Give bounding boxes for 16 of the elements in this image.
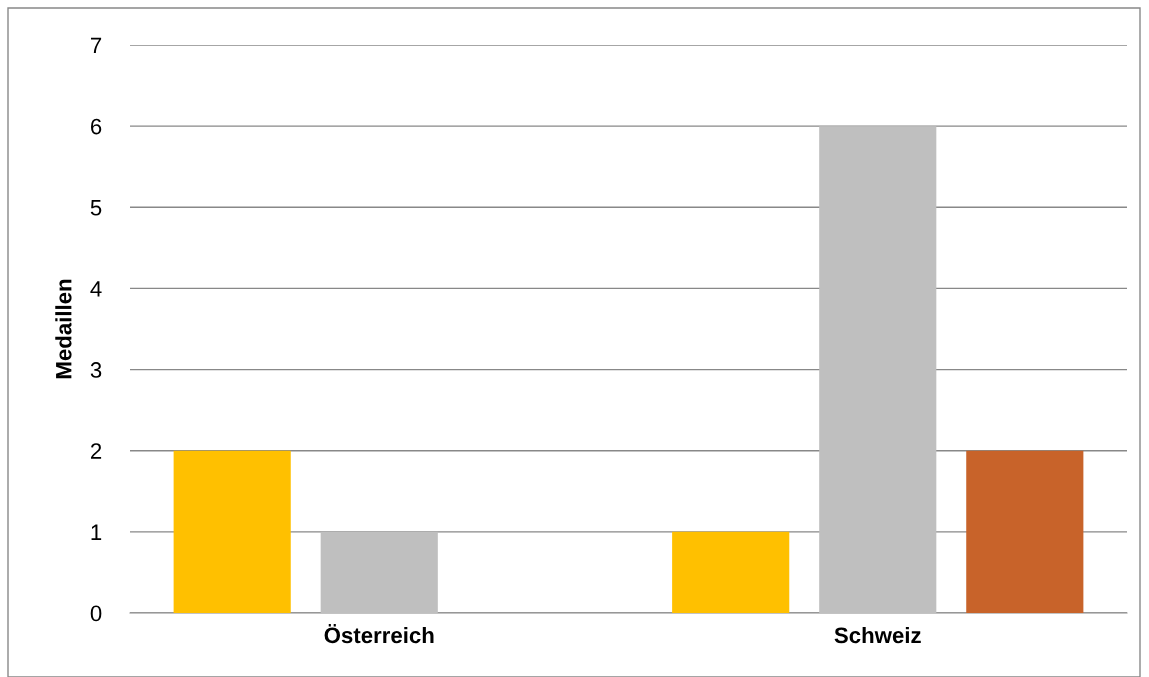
x-tick-label: Österreich [324,624,434,644]
y-tick-label: 3 [90,362,102,378]
y-tick-label: 1 [91,524,102,540]
bar [819,126,937,613]
y-tick-label: 6 [90,118,102,135]
bar [173,450,291,613]
bar [672,531,790,613]
bar [966,450,1084,613]
y-tick-label: 5 [90,200,102,216]
y-tick-label: 4 [90,281,102,297]
y-tick-label: 2 [90,443,102,459]
y-tick-label: 0 [90,605,102,622]
y-axis-title: Medaillen [55,279,72,379]
y-tick-label: 7 [91,37,102,54]
bar [320,531,438,613]
x-tick-label: Schweiz [834,626,921,644]
